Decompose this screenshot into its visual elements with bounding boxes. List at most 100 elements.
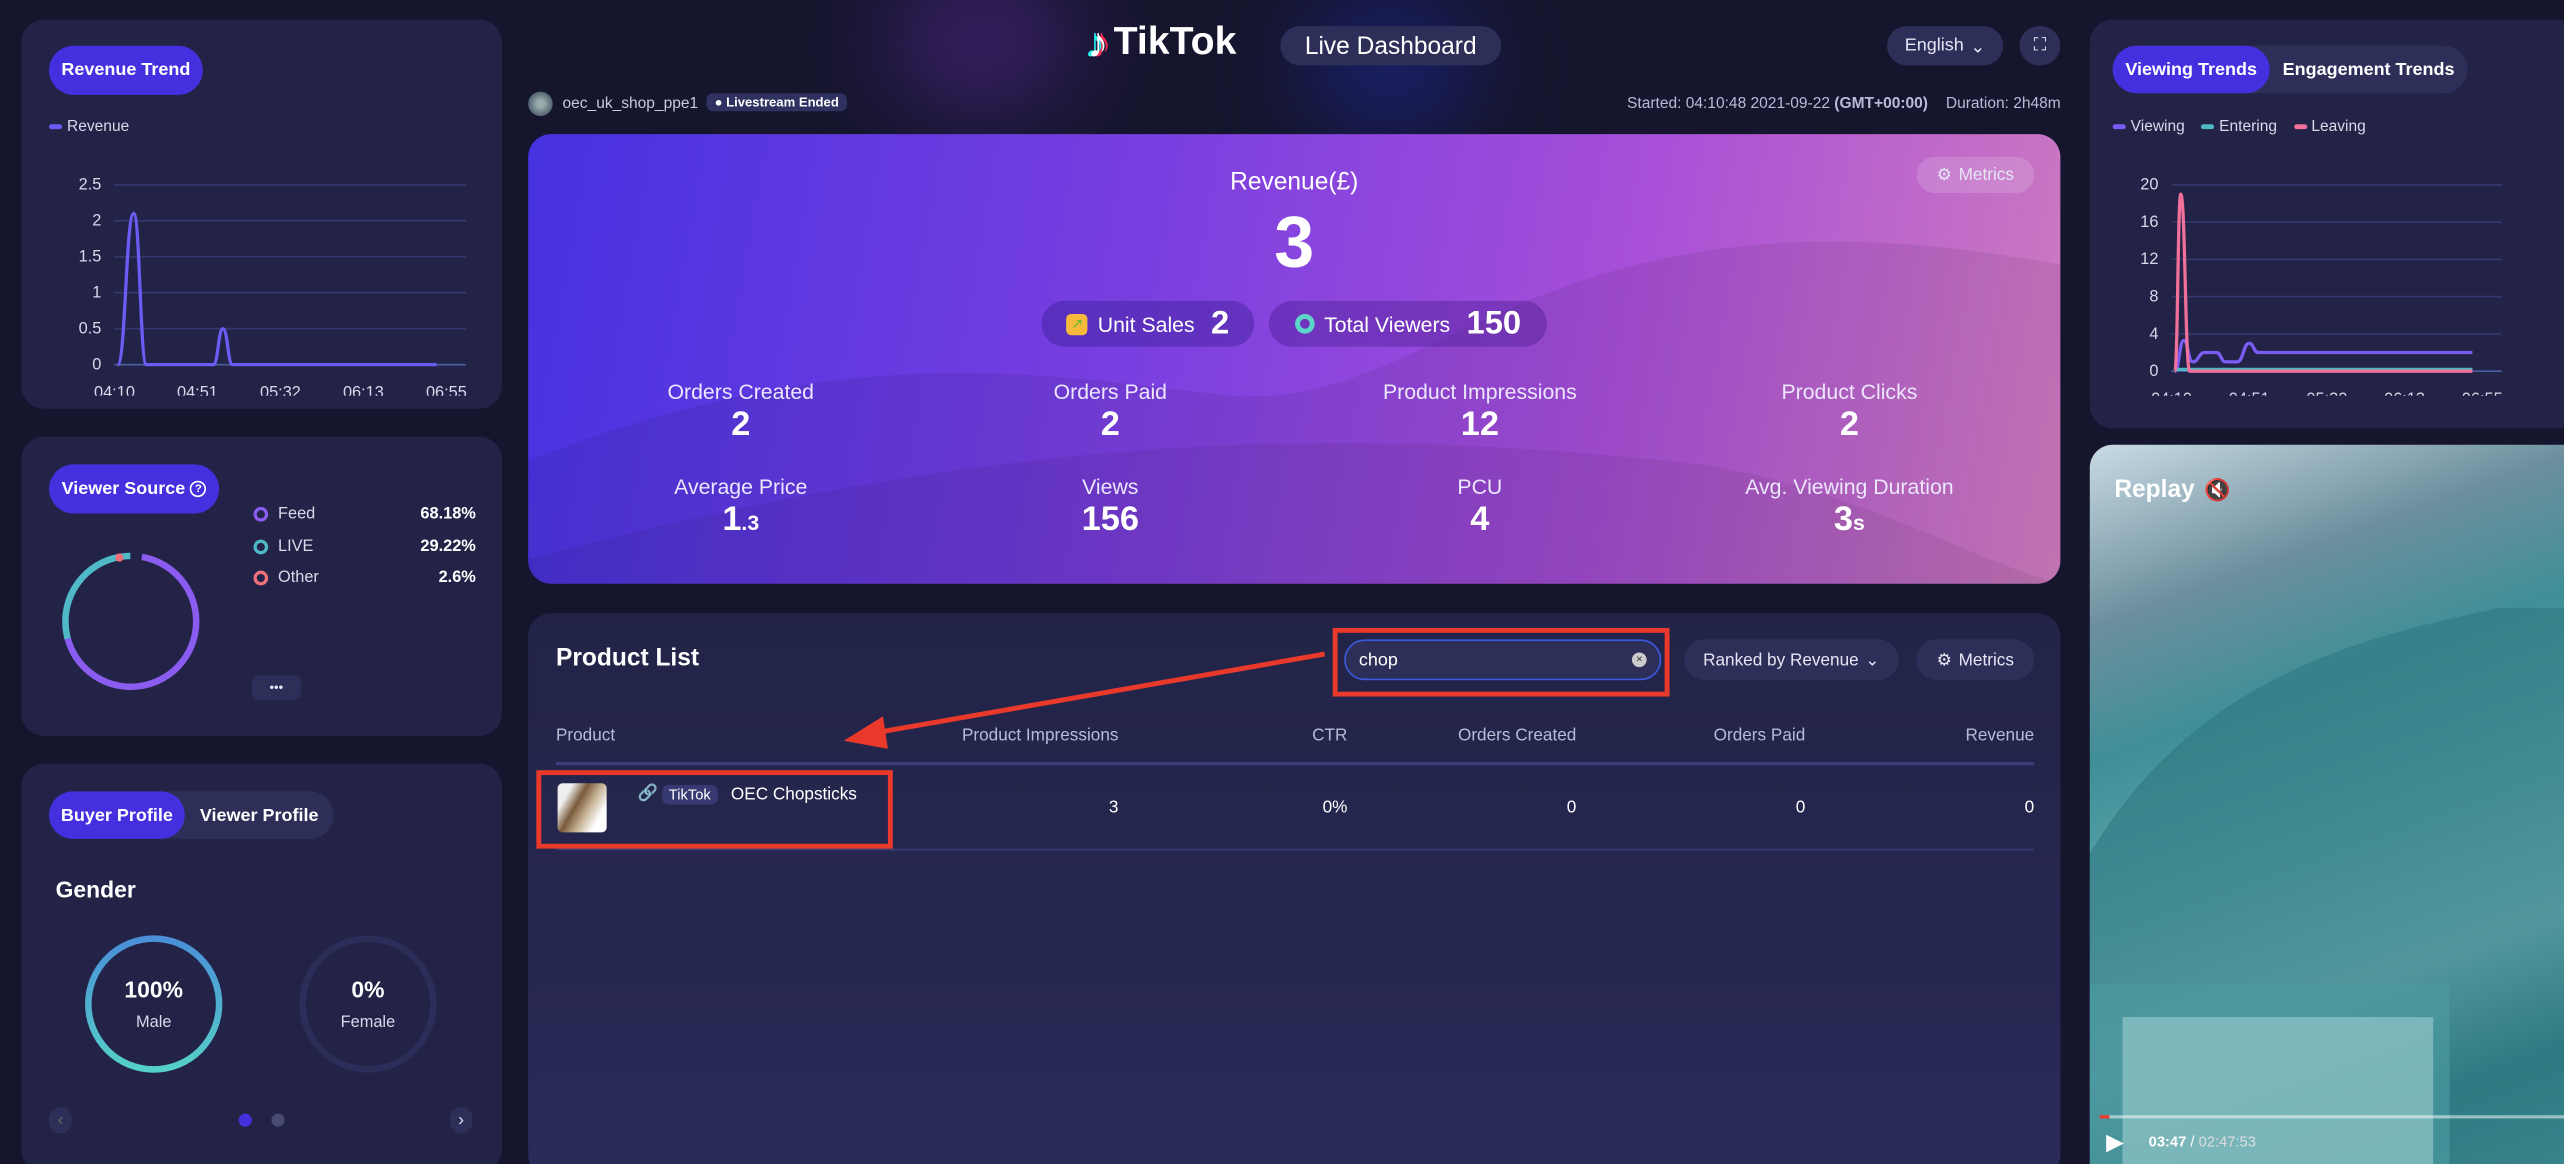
video-progress-bar[interactable] — [2099, 1115, 2564, 1119]
x-tick: 05:32 — [2306, 390, 2347, 396]
page-title: Live Dashboard — [1280, 26, 1502, 66]
source-dot-icon — [253, 507, 269, 523]
source-dot-icon — [253, 571, 269, 586]
product-list-title: Product List — [555, 644, 700, 673]
cell-revenue: 0 — [2024, 797, 2035, 818]
metric-views: Views 156 — [1081, 474, 1139, 538]
col-orders-created: Orders Created — [1457, 726, 1577, 746]
x-tick: 04:10 — [2151, 390, 2192, 396]
start-time: Started: 04:10:48 2021-09-22 (GMT+00:00) — [1627, 94, 1928, 113]
revenue-chart: 2.5 2 1.5 1 0.5 0 04:10 04:51 05:32 06:13 06:55 — [79, 176, 467, 396]
search-input[interactable]: chop × — [1344, 639, 1662, 681]
source-item: Feed 68.18% — [253, 499, 476, 531]
chevron-down-icon: ⌄ — [1865, 649, 1880, 670]
summary-card: Revenue(£) 3 ↗ Unit Sales 2 Total Viewers 1… — [528, 134, 2061, 584]
viewers-eye-icon — [1294, 313, 1315, 334]
col-revenue: Revenue — [1965, 726, 2035, 746]
tab-revenue-trend[interactable]: Revenue Trend — [49, 45, 203, 95]
more-button[interactable]: ••• — [251, 675, 301, 700]
replay-title: Replay — [2114, 475, 2195, 504]
tiktok-note-icon: ♪ — [1087, 17, 1109, 67]
cell-orders-paid: 0 — [1795, 797, 1806, 818]
tab-engagement-trends[interactable]: Engagement Trends — [2282, 59, 2455, 80]
product-name[interactable]: OEC Chopsticks — [730, 784, 857, 805]
duration: Duration: 2h48m — [1945, 94, 2061, 113]
search-highlight-annotation — [1332, 627, 1670, 697]
metric-product-impressions: Product Impressions 12 — [1382, 379, 1577, 444]
metric-orders-paid: Orders Paid 2 — [1053, 379, 1168, 444]
gender-heading: Gender — [55, 876, 136, 903]
y-tick: 2 — [92, 212, 101, 230]
legend-viewing[interactable]: Viewing — [2112, 118, 2185, 136]
viewing-trends-card: Viewing Trends Engagement Trends Viewing… — [2089, 19, 2564, 429]
y-tick: 0.5 — [79, 320, 102, 338]
x-tick: 06:13 — [343, 383, 384, 395]
tab-viewer-source[interactable]: Viewer Source? — [49, 464, 220, 514]
viewing-trends-chart: 20 16 12 8 4 0 04:10 04:51 05:32 06:13 06:55 — [2140, 176, 2503, 396]
revenue-legend: Revenue — [49, 118, 129, 136]
col-impressions: Product Impressions — [961, 726, 1119, 746]
fullscreen-button[interactable]: ⛶ — [2019, 26, 2061, 66]
y-tick: 16 — [2140, 213, 2158, 231]
female-percent: 0% — [351, 976, 385, 1003]
tiktok-logo: ♪ TikTok — [1087, 17, 1237, 67]
source-item: Other 2.6% — [253, 563, 476, 595]
play-button[interactable]: ▶ — [2106, 1128, 2124, 1155]
help-icon[interactable]: ? — [190, 480, 207, 498]
legend-leaving[interactable]: Leaving — [2293, 118, 2366, 136]
product-list-card — [528, 613, 2061, 1164]
metric-average-price: Average Price 1.3 — [674, 474, 808, 538]
trend-up-icon: ↗ — [1066, 313, 1088, 335]
metric-avg-viewing-duration: Avg. Viewing Duration 3s — [1745, 474, 1954, 538]
language-select[interactable]: English ⌄ — [1887, 26, 2004, 66]
legend-entering[interactable]: Entering — [2201, 118, 2277, 136]
product-highlight-annotation — [536, 770, 893, 849]
x-tick: 06:55 — [426, 383, 467, 395]
sort-select[interactable]: Ranked by Revenue ⌄ — [1684, 639, 1899, 681]
revenue-label: Revenue(£) — [1230, 168, 1359, 197]
y-tick: 2.5 — [79, 176, 102, 194]
y-tick: 8 — [2149, 288, 2158, 306]
col-ctr: CTR — [1312, 726, 1348, 746]
gear-icon: ⚙ — [1936, 649, 1953, 670]
y-tick: 12 — [2140, 250, 2158, 268]
page-dot-2[interactable] — [271, 1113, 285, 1127]
metric-product-clicks: Product Clicks 2 — [1781, 379, 1918, 444]
mute-icon[interactable]: 🔇 — [2204, 477, 2231, 503]
donut-live — [62, 552, 200, 691]
x-tick: 06:55 — [2462, 390, 2503, 396]
status-badge: ● Livestream Ended — [706, 93, 848, 112]
link-icon[interactable]: 🔗 — [637, 784, 659, 803]
source-item: LIVE 29.22% — [253, 531, 476, 563]
male-percent: 100% — [124, 976, 183, 1003]
hero-metrics-button[interactable]: ⚙ Metrics — [1916, 156, 2035, 193]
fullscreen-icon: ⛶ — [2033, 35, 2047, 55]
product-thumbnail[interactable] — [557, 783, 607, 833]
product-metrics-button[interactable]: ⚙ Metrics — [1916, 639, 2035, 681]
revenue-trend-card: Revenue Trend Revenue 2.5 2 1.5 1 0.5 0 04:10 0… — [21, 19, 503, 409]
unit-sales-pill: ↗ Unit Sales 2 — [1041, 300, 1255, 347]
tab-viewing-trends[interactable]: Viewing Trends — [2112, 45, 2270, 94]
cell-impressions: 3 — [1108, 797, 1119, 818]
x-tick: 05:32 — [260, 383, 301, 395]
clear-search-icon[interactable]: × — [1631, 652, 1647, 668]
source-dot-icon — [253, 539, 269, 554]
viewing-legend: Viewing Entering Leaving — [2112, 118, 2366, 136]
y-tick: 1 — [92, 284, 101, 302]
female-ring — [299, 935, 437, 1073]
chevron-down-icon: ⌄ — [1970, 36, 1986, 57]
prev-page-button[interactable]: ‹ — [49, 1107, 72, 1134]
video-time: 03:47 / 02:47:53 — [2148, 1133, 2256, 1150]
replay-card: Replay 🔇 ▶ 03:47 / 02:47:53 — [2089, 444, 2564, 1164]
col-product: Product — [555, 726, 616, 746]
tab-buyer-profile[interactable]: Buyer Profile — [49, 791, 185, 839]
series-viewing-line — [2173, 338, 2473, 373]
tab-viewer-profile[interactable]: Viewer Profile — [199, 805, 319, 825]
col-orders-paid: Orders Paid — [1713, 726, 1806, 746]
metric-orders-created: Orders Created 2 — [667, 379, 814, 444]
next-page-button[interactable]: › — [449, 1107, 473, 1134]
page-dot-1[interactable] — [238, 1113, 252, 1127]
gear-icon: ⚙ — [1936, 165, 1953, 185]
y-tick: 0 — [92, 356, 101, 374]
